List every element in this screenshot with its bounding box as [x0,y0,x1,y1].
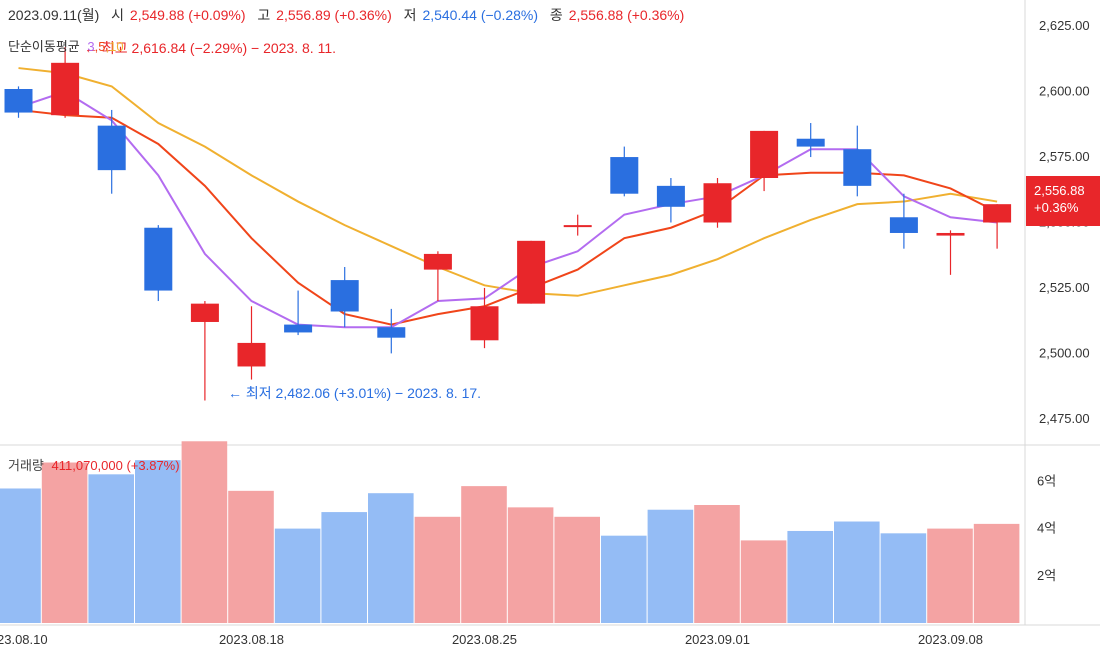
volume-bar [41,462,88,623]
price-tick-label: 2,525.00 [1039,280,1090,295]
ma10-period: 10 [109,39,124,54]
volume-bar [647,509,694,623]
volume-bar [274,528,321,623]
open-label: 시 [111,7,125,23]
volume-legend: 거래량 411,070,000 (+3.87%) [8,455,180,474]
candle-body [51,62,80,116]
volume-bar [973,523,1020,623]
volume-tick-label: 2억 [1037,568,1056,583]
price-tick-label: 2,600.00 [1039,84,1090,99]
high-value: 2,556.89 (+0.36%) [276,7,392,23]
price-tick-label: 2,625.00 [1039,18,1090,33]
date-label: 2023.09.11(월) [8,7,100,23]
candle-body [377,327,406,338]
candle-body [517,240,546,304]
candle-body [563,225,592,228]
candle-body [284,324,313,333]
date-tick-label: 23.08.10 [0,632,48,647]
candle-body [610,157,639,194]
volume-bar [228,490,274,623]
candle-body [330,280,359,312]
open-value: 2,549.88 (+0.09%) [129,7,246,23]
volume-bar [181,441,228,623]
ma3-line [18,90,998,329]
candle-body [889,217,918,233]
candle-body [423,253,452,270]
volume-bar [834,521,880,623]
volume-bars [0,441,1020,623]
close-label: 종 [549,7,563,23]
price-tick-label: 2,475.00 [1039,411,1090,426]
candle-body [936,232,965,236]
price-tick-label: 2,575.00 [1039,149,1090,164]
current-price-badge: 2,556.88 +0.36% [1026,176,1100,226]
volume-bar [787,530,833,623]
candles [4,47,1012,401]
candle-body [796,138,825,147]
price-tick-label: 2,500.00 [1039,345,1090,360]
ma-label: 단순이동평균 [8,39,80,54]
volume-bar [368,493,414,623]
moving-average-lines [18,67,998,329]
candle-body [4,89,33,113]
volume-bar [135,460,181,623]
volume-bar [461,486,507,623]
date-tick-label: 2023.08.18 [219,632,284,647]
high-label: 고 [257,7,271,23]
candle-body [703,183,732,223]
volume-tick-label: 6억 [1037,473,1056,488]
volume-bar [880,533,927,623]
ma5-period: 5 [98,39,106,54]
candle-body [470,306,499,341]
moving-average-legend[interactable]: 단순이동평균 3,5,10 [8,39,124,54]
volume-value: 411,070,000 (+3.87%) [51,458,180,473]
low-value: 2,540.44 (−0.28%) [422,7,539,23]
volume-bar [601,535,647,623]
ohlc-info-row: 2023.09.11(월) 시 2,549.88 (+0.09%) 고 2,55… [8,5,686,25]
volume-bar [321,512,367,623]
volume-bar [554,516,600,623]
current-price: 2,556.88 [1034,183,1085,198]
date-tick-label: 2023.09.08 [918,632,983,647]
date-tick-label: 2023.09.01 [685,632,750,647]
volume-bar [88,474,134,623]
date-tick-label: 2023.08.25 [452,632,517,647]
candle-body [237,342,266,367]
low-label: 저 [403,7,417,23]
volume-tick-label: 4억 [1037,521,1056,536]
candle-body [144,227,173,291]
volume-bar [694,505,740,623]
volume-bar [414,516,461,623]
candle-body [656,185,685,207]
ma3-period: 3 [87,39,95,54]
ma10-line [18,67,998,297]
current-change: +0.36% [1034,200,1079,215]
candle-body [983,204,1012,223]
candle-body [750,130,779,178]
volume-bar [0,488,41,623]
candle-body [190,303,219,322]
candle-body [843,149,872,186]
volume-label: 거래량 [8,458,44,473]
ma5-line [18,108,998,326]
close-value: 2,556.88 (+0.36%) [568,7,685,23]
high-annotation: ← 최고 2,616.84 (−2.29%) − 2023. 8. 11. [84,40,336,56]
low-annotation: ← 최저 2,482.06 (+3.01%) − 2023. 8. 17. [228,385,481,401]
volume-bar [927,528,973,623]
volume-bar [507,507,554,623]
volume-bar [740,540,787,623]
candle-body [97,125,126,171]
